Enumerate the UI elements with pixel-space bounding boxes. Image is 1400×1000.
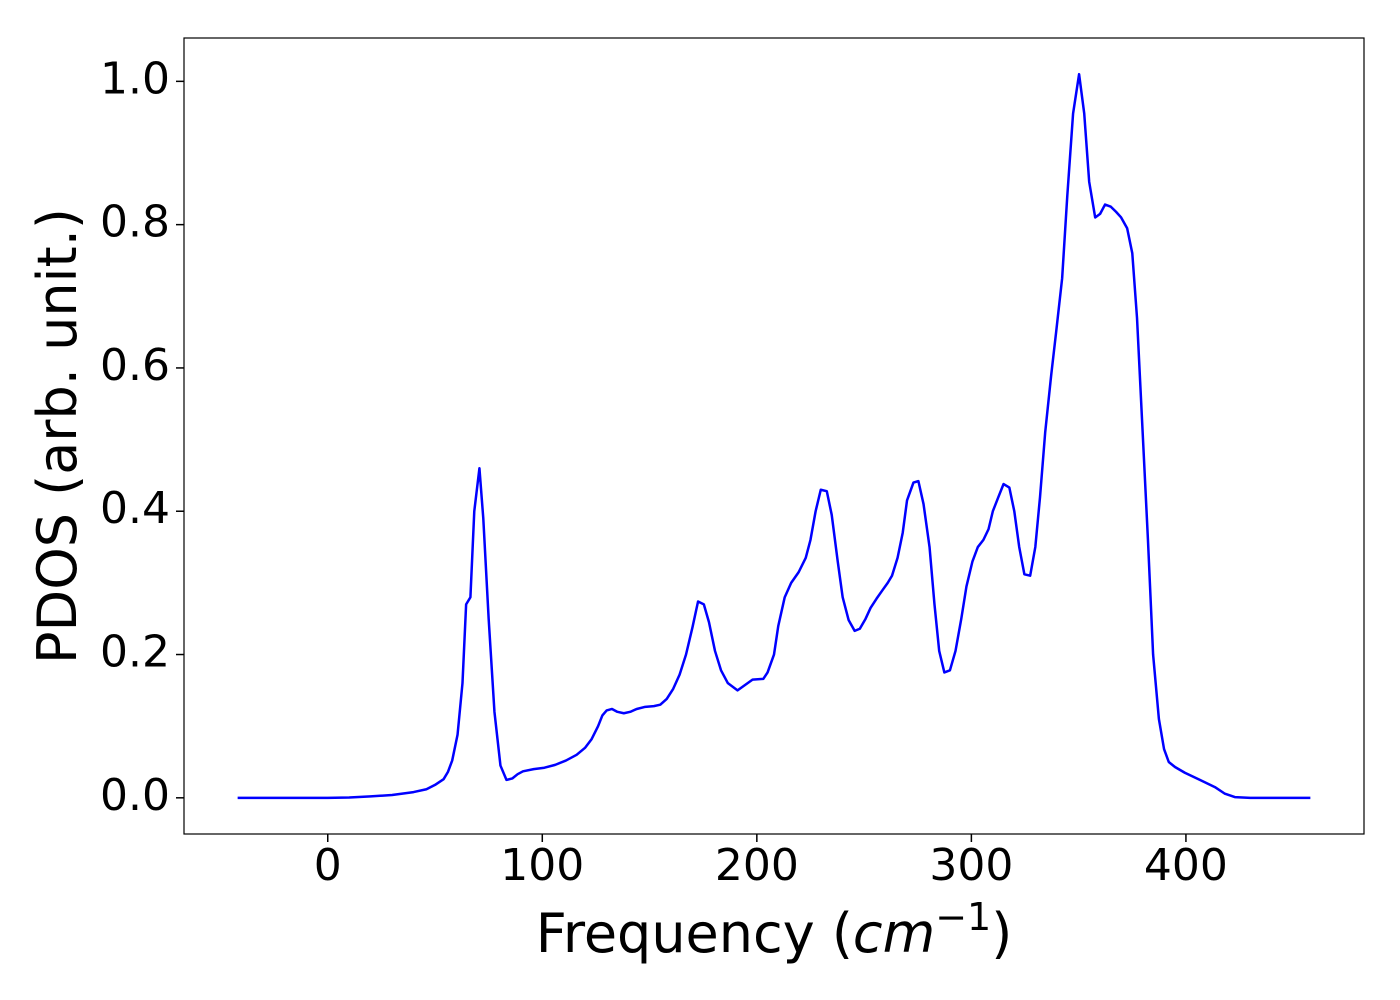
x-label-text: Frequency ( [536, 902, 853, 965]
x-label-text: ) [991, 902, 1012, 965]
y-tick-label: 0.0 [100, 770, 170, 821]
line [237, 72, 1311, 800]
x-tick-label: 400 [1144, 840, 1228, 891]
x-tick-label: 300 [929, 840, 1013, 891]
y-tick-label: 1.0 [100, 53, 170, 104]
y-tick-label: 0.2 [100, 627, 170, 678]
x-tick-label: 100 [500, 840, 584, 891]
x-axis-label: Frequency (cm−1) [536, 895, 1013, 965]
y-axis-label: PDOS (arb. unit.) [26, 208, 89, 664]
x-tick-label: 0 [314, 840, 342, 891]
x-label-exponent: −1 [935, 895, 991, 939]
x-label-unit: cm [853, 902, 935, 965]
y-tick-label: 0.4 [100, 483, 170, 534]
x-tick-label: 200 [715, 840, 799, 891]
plot-frame [183, 37, 1365, 835]
y-tick-label: 0.8 [100, 197, 170, 248]
y-tick-label: 0.6 [100, 340, 170, 391]
